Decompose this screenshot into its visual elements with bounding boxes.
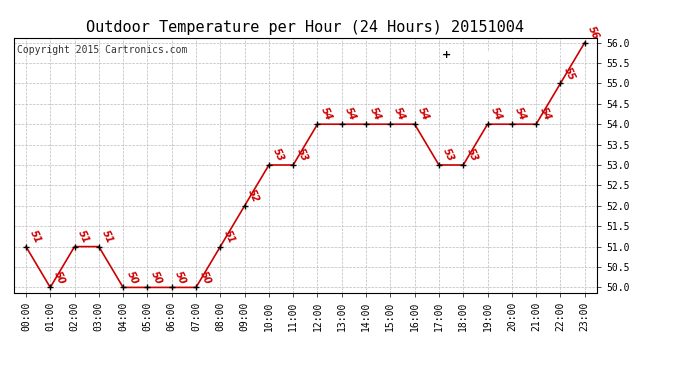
Text: 54: 54: [513, 106, 529, 123]
Title: Outdoor Temperature per Hour (24 Hours) 20151004: Outdoor Temperature per Hour (24 Hours) …: [86, 20, 524, 35]
Text: Copyright 2015 Cartronics.com: Copyright 2015 Cartronics.com: [17, 45, 187, 55]
Text: 54: 54: [368, 106, 382, 123]
Text: 52: 52: [246, 188, 261, 204]
Text: 50: 50: [173, 269, 188, 286]
Text: 54: 54: [416, 106, 431, 123]
Text: 51: 51: [28, 228, 42, 245]
Text: 53: 53: [441, 147, 455, 164]
Text: 55: 55: [562, 65, 577, 82]
Text: 54: 54: [489, 106, 504, 123]
Text: 56: 56: [586, 24, 601, 41]
Text: 51: 51: [76, 228, 91, 245]
Text: 54: 54: [344, 106, 358, 123]
Text: 53: 53: [295, 147, 310, 164]
Text: 51: 51: [222, 228, 237, 245]
Text: 54: 54: [538, 106, 553, 123]
Text: 53: 53: [465, 147, 480, 164]
Text: 54: 54: [319, 106, 334, 123]
Text: 53: 53: [270, 147, 286, 164]
Text: 50: 50: [149, 269, 164, 286]
Text: 50: 50: [198, 269, 213, 286]
Text: 51: 51: [101, 228, 115, 245]
Text: 54: 54: [392, 106, 407, 123]
Text: 50: 50: [125, 269, 139, 286]
Text: 50: 50: [52, 269, 67, 286]
